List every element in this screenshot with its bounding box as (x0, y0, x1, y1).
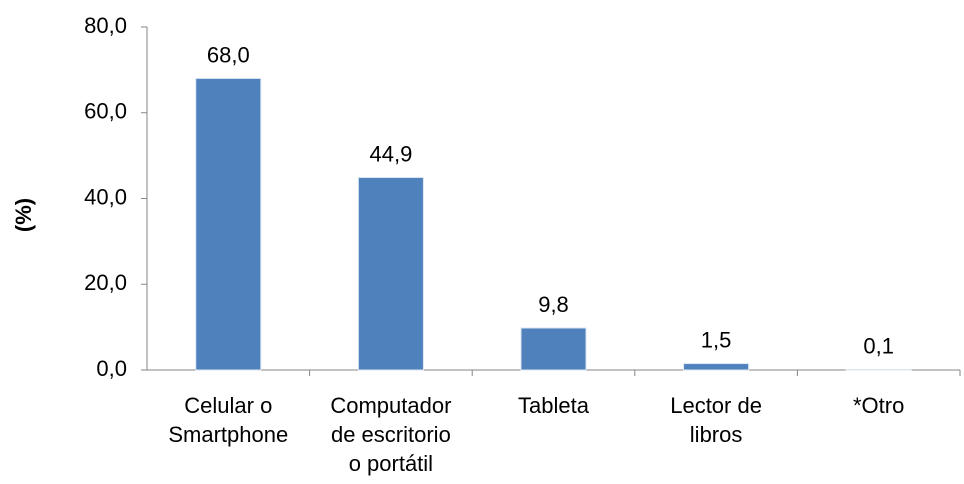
bar (195, 77, 262, 371)
bar (520, 327, 587, 371)
y-tick-label: 40,0 (84, 184, 127, 209)
x-tick-label: Celular o Smartphone (168, 393, 289, 447)
data-label: 68,0 (207, 42, 250, 67)
x-tick-label: Tableta (518, 393, 589, 418)
bar (357, 176, 424, 371)
y-tick-label: 0,0 (96, 356, 127, 381)
x-tick-label: Computador de escritorio o portátil (330, 393, 452, 476)
y-tick-label: 80,0 (84, 13, 127, 38)
data-label: 44,9 (369, 141, 412, 166)
bar (683, 363, 750, 371)
x-tick-label: Lector de libros (670, 393, 762, 447)
x-tick-label: *Otro (853, 393, 905, 418)
data-label: 1,5 (701, 327, 732, 352)
y-axis-label: (%) (11, 198, 36, 232)
data-label: 0,1 (863, 333, 894, 358)
y-tick-label: 60,0 (84, 99, 127, 124)
data-label: 9,8 (538, 292, 569, 317)
y-tick-label: 20,0 (84, 270, 127, 295)
